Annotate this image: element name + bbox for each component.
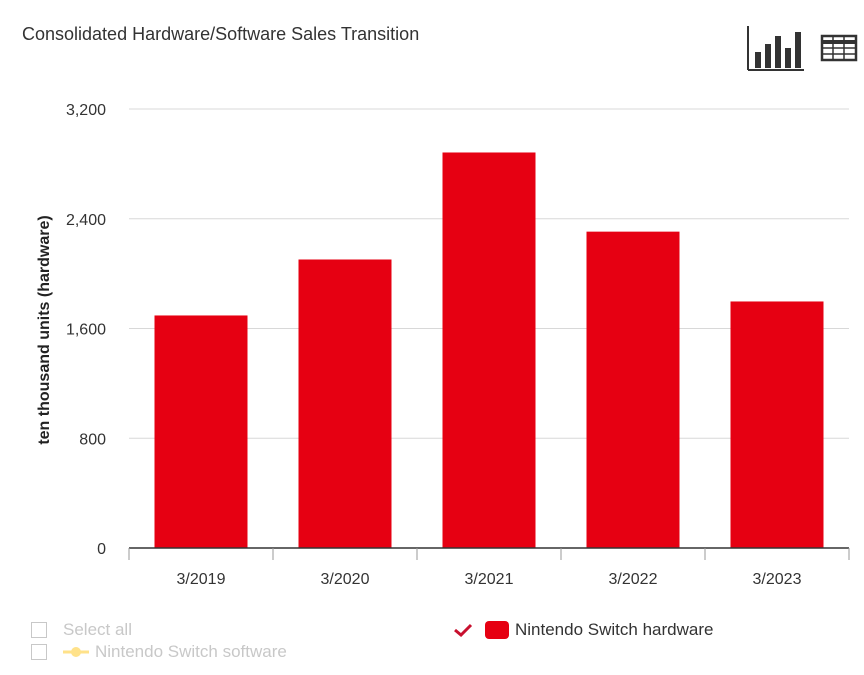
select-all-checkbox[interactable] [31,622,47,638]
software-label: Nintendo Switch software [95,642,287,661]
bar-3-2019[interactable] [154,315,248,548]
checkmark-icon [454,623,473,638]
x-tick-label: 3/2023 [753,571,802,588]
chart-view-button[interactable] [744,24,804,72]
y-tick-label: 800 [79,431,106,448]
bar-chart-icon [747,26,804,71]
x-tick-label: 3/2019 [177,571,226,588]
software-checkbox[interactable] [31,644,47,660]
select-all-label: Select all [63,620,132,639]
bar-3-2021[interactable] [442,152,536,548]
x-tick-label: 3/2021 [465,571,514,588]
bar-3-2023[interactable] [730,301,824,548]
bar-chart: 0 800 1,600 2,400 3,200 3/2019 3/2020 3/2021 3/2… [36,102,850,588]
x-tick-label: 3/2020 [321,571,370,588]
y-tick-label: 1,600 [66,322,106,339]
bar-3-2022[interactable] [586,231,680,548]
line-marker-icon [63,647,89,657]
legend-item-hardware[interactable]: Nintendo Switch hardware [453,620,713,640]
table-grid-icon [820,34,858,62]
y-tick-label: 3,200 [66,102,106,119]
y-tick-label: 0 [97,541,106,558]
legend-select-all[interactable]: Select all [31,620,132,640]
legend-item-software[interactable]: Nintendo Switch software [31,642,287,662]
y-tick-label: 2,400 [66,212,106,229]
y-axis-label: ten thousand units (hardware) [36,215,53,444]
x-tick-label: 3/2022 [609,571,658,588]
hardware-label: Nintendo Switch hardware [515,620,714,639]
bar-3-2020[interactable] [298,259,392,548]
chart-title: Consolidated Hardware/Software Sales Tra… [22,24,420,44]
hardware-swatch [485,621,509,639]
table-view-button[interactable] [818,24,860,72]
